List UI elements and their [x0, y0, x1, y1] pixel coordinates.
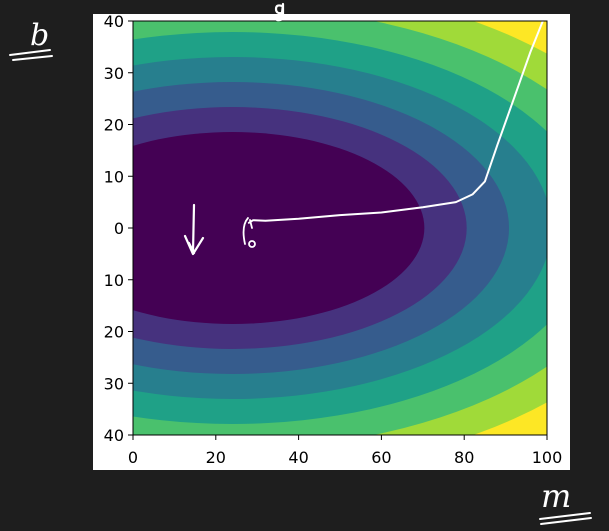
- x-param-underline: [539, 512, 592, 525]
- hand-marker: [242, 217, 256, 248]
- title-fragment: [274, 2, 285, 22]
- y-tick-label: 10: [104, 271, 124, 290]
- y-param-underline: [9, 49, 53, 61]
- hand-down-arrow: [183, 203, 205, 256]
- y-tick-label: 0: [114, 219, 124, 238]
- contour-fill-layer: [133, 21, 547, 435]
- x-tick-label: 100: [532, 448, 563, 467]
- y-tick-label: 20: [104, 323, 124, 342]
- x-tick-label: 0: [128, 448, 138, 467]
- y-tick-label: 30: [104, 374, 124, 393]
- y-param-label: b: [30, 18, 49, 53]
- x-axis: 0 20 40 60 80 100: [128, 435, 562, 467]
- y-tick-label: 40: [104, 426, 124, 445]
- x-tick-label: 60: [371, 448, 391, 467]
- descent-path-layer: [247, 21, 544, 224]
- contour-band-8: [133, 132, 425, 324]
- hand-label-b: b: [9, 18, 53, 61]
- x-tick-label: 20: [206, 448, 226, 467]
- x-param-label: m: [541, 477, 571, 515]
- x-tick-label: 80: [454, 448, 474, 467]
- x-tick-label: 40: [288, 448, 308, 467]
- descent-path-line: [247, 21, 544, 224]
- y-axis: 40 30 20 10 0 10 20 30 40: [104, 12, 133, 445]
- y-tick-label: 40: [104, 12, 124, 31]
- hand-label-m: m: [539, 477, 592, 525]
- y-tick-label: 30: [104, 64, 124, 83]
- y-tick-label: 10: [104, 167, 124, 186]
- y-tick-label: 20: [104, 116, 124, 135]
